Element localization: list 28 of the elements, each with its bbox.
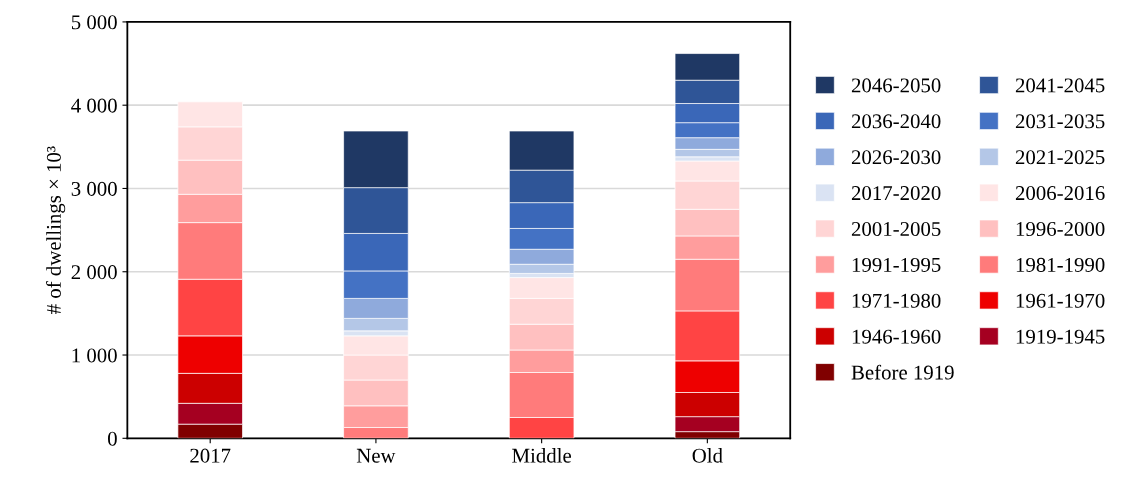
legend-label: 2031-2035 xyxy=(1015,114,1105,129)
y-tick-label: 5 000 xyxy=(71,15,117,30)
y-tick-label: 1 000 xyxy=(72,348,117,363)
y-tick-label: 2 000 xyxy=(71,265,117,280)
legend-label: 1961-1970 xyxy=(1016,293,1105,308)
legend-label: 2006-2016 xyxy=(1015,186,1105,201)
legend-label: 2036-2040 xyxy=(851,114,941,129)
legend-label: 1996-2000 xyxy=(1016,221,1105,237)
legend-label: 1946-1960 xyxy=(852,329,941,344)
legend-label: 1991-1995 xyxy=(852,257,941,272)
legend-label: 2026-2030 xyxy=(851,150,941,165)
x-tick-label: 2017 xyxy=(190,448,231,463)
y-tick-label: 3 000 xyxy=(71,181,117,196)
x-tick-label: Old xyxy=(692,448,723,463)
x-tick-label: Middle xyxy=(512,448,572,463)
y-axis-title: # of dwellings × 10³ xyxy=(46,146,66,314)
x-tick-label: New xyxy=(356,448,396,463)
legend-label: 2046-2050 xyxy=(851,78,941,93)
legend-label: 2017-2020 xyxy=(851,186,941,201)
y-tick-label: 4 000 xyxy=(71,98,117,113)
legend-label: 1981-1990 xyxy=(1016,257,1105,272)
legend-label: 2021-2025 xyxy=(1015,150,1105,165)
legend-label: 2001-2005 xyxy=(851,221,941,237)
legend-label: Before 1919 xyxy=(851,364,954,380)
legend-label: 2041-2045 xyxy=(1015,78,1105,93)
legend-label: 1971-1980 xyxy=(852,293,941,308)
legend-label: 1919-1945 xyxy=(1016,329,1105,344)
y-tick-label: 0 xyxy=(108,431,117,446)
